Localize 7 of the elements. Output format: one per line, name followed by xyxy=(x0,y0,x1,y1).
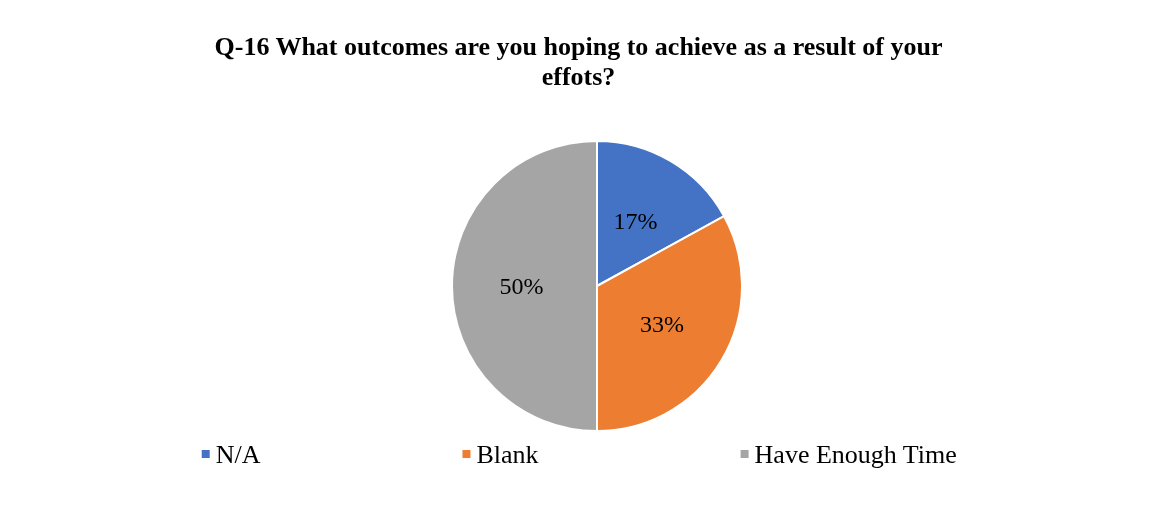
chart-title: Q-16 What outcomes are you hoping to achieve as a result of your effots? xyxy=(214,31,943,91)
legend-label: Have Enough Time xyxy=(754,439,957,469)
data-label: 33% xyxy=(639,311,684,338)
legend-label: Blank xyxy=(476,439,539,469)
data-label: 50% xyxy=(499,273,544,299)
legend-label: N/A xyxy=(215,439,261,469)
data-label: 17% xyxy=(613,208,658,235)
